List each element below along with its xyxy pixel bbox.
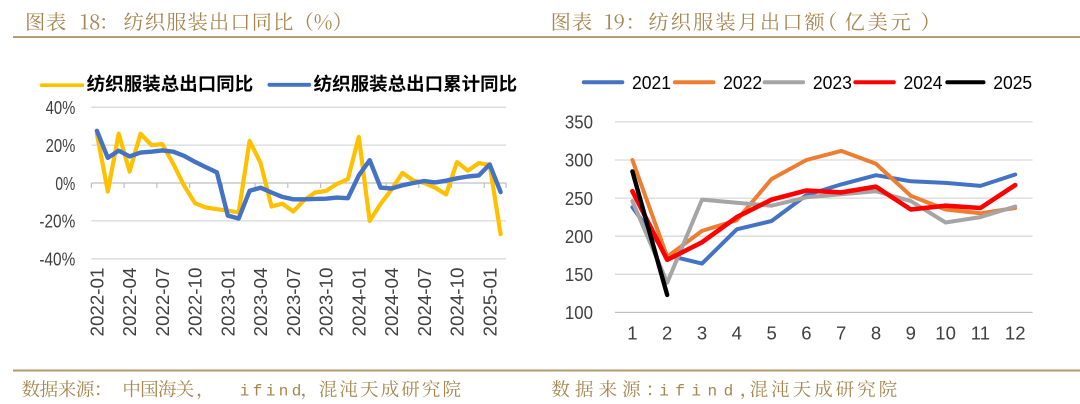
svg-text:2023-10: 2023-10 xyxy=(316,268,337,337)
svg-text:100: 100 xyxy=(565,302,593,323)
svg-text:2023: 2023 xyxy=(813,72,852,93)
svg-text:12: 12 xyxy=(1005,323,1026,344)
svg-text:2024-01: 2024-01 xyxy=(348,268,369,337)
svg-text:2023-07: 2023-07 xyxy=(283,268,304,337)
svg-text:0%: 0% xyxy=(55,173,75,194)
svg-text:200: 200 xyxy=(565,226,593,247)
svg-text:11: 11 xyxy=(971,323,990,344)
svg-text:-40%: -40% xyxy=(39,249,75,270)
svg-text:2024-10: 2024-10 xyxy=(447,268,468,337)
svg-text:2: 2 xyxy=(662,323,672,344)
svg-text:ifind: ifind xyxy=(240,383,305,401)
svg-text:5: 5 xyxy=(766,323,776,344)
svg-text:2022-04: 2022-04 xyxy=(119,268,140,337)
svg-text:4: 4 xyxy=(732,323,742,344)
svg-text:2024-04: 2024-04 xyxy=(381,268,402,337)
svg-text:3: 3 xyxy=(697,323,707,344)
svg-text:-20%: -20% xyxy=(39,211,75,232)
svg-text:2023-01: 2023-01 xyxy=(217,268,238,337)
svg-text:250: 250 xyxy=(565,188,593,209)
svg-text:300: 300 xyxy=(565,150,593,171)
svg-text:2025-01: 2025-01 xyxy=(479,268,500,337)
svg-text:8: 8 xyxy=(871,323,881,344)
svg-text:1: 1 xyxy=(627,323,637,344)
svg-text:2022-10: 2022-10 xyxy=(185,268,206,337)
svg-text:2022-01: 2022-01 xyxy=(86,268,107,337)
svg-text:20%: 20% xyxy=(46,135,76,156)
svg-text:2025: 2025 xyxy=(993,72,1032,93)
svg-text:9: 9 xyxy=(906,323,916,344)
svg-text:2021: 2021 xyxy=(632,72,671,93)
svg-text:ifind: ifind xyxy=(659,383,740,401)
svg-text:10: 10 xyxy=(935,323,956,344)
svg-text:2023-04: 2023-04 xyxy=(250,268,271,337)
svg-text:6: 6 xyxy=(801,323,811,344)
svg-text:2024: 2024 xyxy=(904,72,943,93)
svg-text:7: 7 xyxy=(836,323,846,344)
svg-text:350: 350 xyxy=(565,112,593,133)
svg-text:2022-07: 2022-07 xyxy=(152,268,173,337)
svg-text:150: 150 xyxy=(565,264,593,285)
svg-text:40%: 40% xyxy=(46,97,76,118)
svg-text:2022: 2022 xyxy=(723,72,762,93)
svg-text:2024-07: 2024-07 xyxy=(414,268,435,337)
